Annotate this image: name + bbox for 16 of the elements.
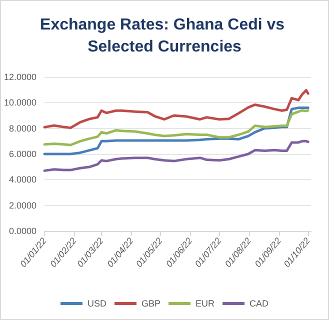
line-series	[43, 109, 310, 146]
line-series	[43, 88, 310, 130]
legend-label: GBP	[141, 298, 161, 308]
y-tick-label: 6.0000	[9, 149, 37, 159]
chart-title: Exchange Rates: Ghana Cedi vs Selected Currencies	[40, 16, 289, 56]
line-series	[43, 106, 310, 156]
legend-label: CAD	[250, 298, 270, 308]
y-tick-label: 8.0000	[9, 123, 37, 134]
y-tick-label: 12.0000	[4, 72, 37, 82]
y-tick-label: 0.0000	[9, 226, 37, 236]
y-tick-label: 2.0000	[9, 200, 37, 210]
legend-label: USD	[87, 298, 107, 308]
y-tick-label: 10.0000	[4, 98, 37, 108]
y-tick-label: 4.0000	[9, 174, 37, 185]
legend-label: EUR	[196, 298, 216, 308]
line-series	[43, 140, 310, 172]
